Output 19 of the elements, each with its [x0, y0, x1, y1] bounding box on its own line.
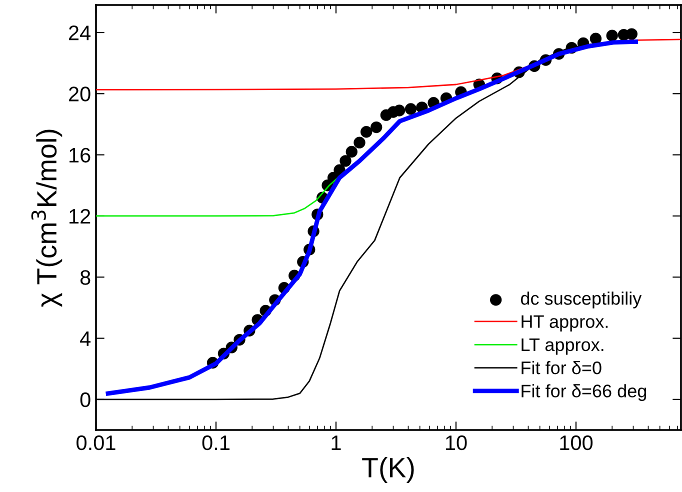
x-tick-label: 100 — [560, 435, 593, 450]
x-axis-title: T(K) — [362, 457, 414, 483]
legend-label: HT approx. — [522, 315, 608, 332]
y-tick-label: 0 — [80, 392, 90, 408]
y-tick-label: 20 — [69, 86, 90, 102]
y-tick-label: 12 — [70, 208, 90, 224]
legend-label: Fit for δ=0 — [522, 361, 602, 374]
y-tick-label: 8 — [80, 270, 90, 285]
x-tick-label: 1 — [332, 436, 341, 450]
legend-label: Fit for δ=66 deg — [522, 384, 646, 401]
x-tick-label: 10 — [446, 435, 467, 450]
y-tick-label: 16 — [70, 148, 90, 163]
y-axis-title: χ T(cm$^{3}$K/mol) — [31, 130, 62, 307]
x-tick-label: 0.1 — [202, 435, 230, 450]
x-tick-label: 0.01 — [76, 435, 116, 450]
legend-label: dc susceptibiliy — [520, 292, 642, 308]
y-tick-label: 4 — [80, 331, 91, 346]
y-tick-label: 24 — [69, 26, 91, 40]
legend-label: LT approx. — [522, 338, 604, 355]
